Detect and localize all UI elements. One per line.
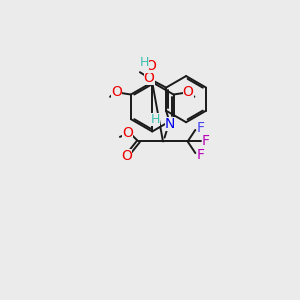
Text: O: O bbox=[183, 85, 194, 99]
Text: O: O bbox=[122, 149, 132, 163]
Text: H: H bbox=[151, 113, 160, 126]
Text: F: F bbox=[202, 134, 210, 148]
Text: O: O bbox=[122, 126, 133, 140]
Text: F: F bbox=[197, 148, 205, 162]
Text: O: O bbox=[145, 59, 156, 73]
Text: H: H bbox=[140, 56, 149, 69]
Text: N: N bbox=[165, 117, 175, 131]
Text: O: O bbox=[111, 85, 122, 99]
Text: O: O bbox=[144, 71, 154, 85]
Text: F: F bbox=[197, 122, 205, 135]
